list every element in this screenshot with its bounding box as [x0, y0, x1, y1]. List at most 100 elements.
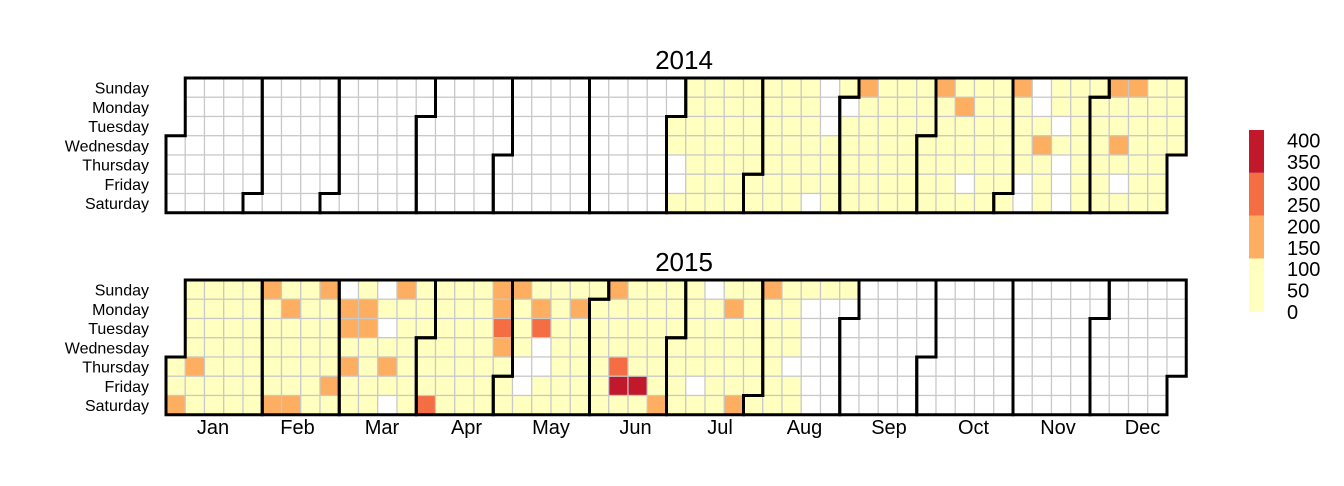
day-cell: [954, 394, 976, 416]
day-cell: [993, 115, 1014, 137]
day-cell: [954, 298, 976, 320]
day-cell: [762, 154, 783, 175]
day-cell: [858, 96, 879, 118]
day-cell: [300, 394, 321, 416]
day-cell: [819, 173, 841, 195]
day-cell: [762, 173, 783, 195]
day-cell: [454, 317, 475, 339]
day-cell: [319, 298, 340, 320]
day-cell: [184, 115, 206, 137]
day-cell: [242, 317, 263, 339]
day-cell: [203, 173, 225, 195]
day-cell: [357, 317, 379, 339]
day-cell: [762, 135, 783, 156]
day-cell: [819, 192, 841, 214]
day-cell: [223, 192, 244, 214]
day-cell: [242, 173, 263, 195]
day-cell: [1108, 96, 1130, 118]
day-cell: [569, 279, 591, 300]
day-cell: [396, 317, 417, 339]
day-cell: [492, 279, 514, 300]
day-cell: [877, 115, 899, 137]
day-cell: [280, 394, 302, 416]
day-cell: [646, 135, 668, 156]
day-cell: [1147, 375, 1168, 397]
day-cell: [550, 135, 571, 156]
day-cell: [800, 375, 822, 397]
day-cell: [973, 375, 995, 397]
day-cell: [261, 192, 283, 214]
day-cell: [935, 298, 956, 320]
day-cell: [1089, 135, 1110, 156]
day-cell: [396, 394, 417, 416]
day-cell: [1127, 375, 1149, 397]
day-cell: [338, 96, 360, 118]
day-cell: [492, 135, 514, 156]
day-cell: [608, 154, 629, 175]
day-cell: [704, 77, 725, 98]
day-cell: [762, 192, 783, 214]
day-cell: [993, 317, 1014, 339]
day-cell: [377, 375, 398, 397]
day-cell: [223, 173, 244, 195]
day-cell: [608, 375, 629, 397]
day-cell: [1012, 317, 1033, 339]
day-cell: [357, 154, 379, 175]
day-cell: [396, 96, 417, 118]
day-cell: [1127, 96, 1149, 118]
day-cell: [473, 279, 494, 300]
day-cell: [1127, 298, 1149, 320]
day-cells: [165, 279, 1187, 416]
day-cell: [203, 115, 225, 137]
day-cell: [261, 279, 283, 300]
day-cell: [877, 96, 899, 118]
day-cell: [973, 115, 995, 137]
day-cell: [434, 394, 456, 416]
day-cell: [1108, 135, 1130, 156]
day-label-monday: Monday: [92, 100, 149, 117]
day-cell: [723, 394, 745, 416]
day-cell: [1031, 356, 1053, 377]
day-cell: [954, 96, 976, 118]
day-cell: [261, 298, 283, 320]
day-cell: [1031, 96, 1053, 118]
day-label-thursday: Thursday: [82, 158, 149, 175]
day-cell: [280, 115, 302, 137]
day-cell: [261, 77, 283, 98]
day-cell: [839, 96, 860, 118]
day-cell: [434, 115, 456, 137]
day-cell: [819, 154, 841, 175]
legend-tick-label: 250: [1287, 195, 1320, 217]
day-cell: [781, 115, 802, 137]
day-cell: [357, 337, 379, 358]
day-cell: [993, 154, 1014, 175]
day-cell: [608, 394, 629, 416]
day-cell: [742, 375, 764, 397]
day-cell: [993, 77, 1014, 98]
day-cell: [1031, 337, 1053, 358]
day-cell: [762, 337, 783, 358]
legend-swatch: [1249, 258, 1264, 312]
day-cell: [511, 135, 533, 156]
day-cell: [1050, 394, 1072, 416]
day-cell: [704, 96, 725, 118]
day-cell: [492, 317, 514, 339]
day-cell: [916, 154, 937, 175]
day-cell: [588, 173, 610, 195]
day-cell: [415, 317, 437, 339]
day-cell: [550, 394, 571, 416]
day-cell: [511, 77, 533, 98]
day-cell: [203, 154, 225, 175]
month-border-dec: [1088, 76, 1188, 215]
day-cell: [723, 298, 745, 320]
day-cell: [1070, 154, 1091, 175]
day-cell: [877, 298, 899, 320]
day-cell: [935, 96, 956, 118]
day-cell: [1108, 317, 1130, 339]
day-cell: [415, 77, 437, 98]
day-label-saturday: Saturday: [85, 196, 149, 213]
day-cell: [319, 279, 340, 300]
day-cell: [935, 279, 956, 300]
day-cell: [665, 298, 687, 320]
day-cell: [916, 394, 937, 416]
